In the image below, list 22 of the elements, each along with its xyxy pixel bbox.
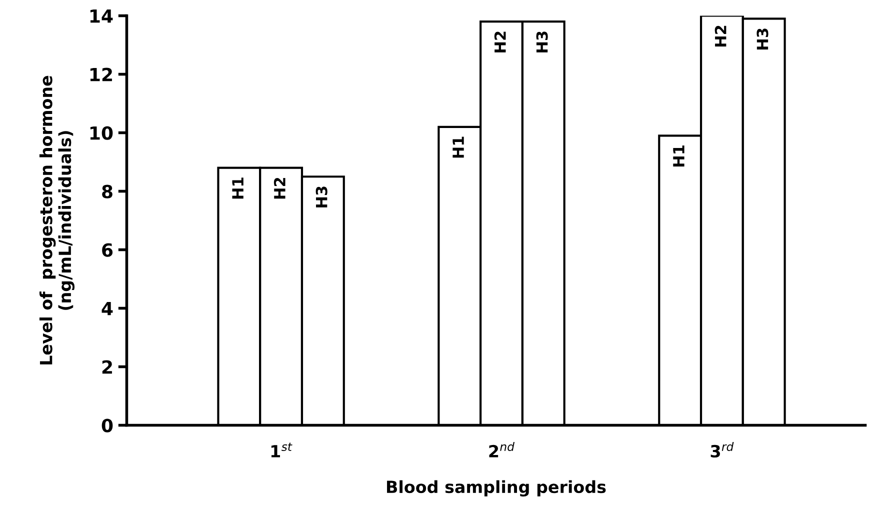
text: H2 <box>714 26 726 47</box>
text: H3 <box>316 186 328 208</box>
text: H1 <box>673 146 684 166</box>
text: H3 <box>756 28 768 50</box>
y-tick-label: 2 <box>102 360 112 374</box>
series-label: H1 <box>452 136 464 158</box>
y-tick-label: 10 <box>90 126 113 140</box>
y-axis-title: Level of progesteron hormone (ng/mL/individuals) <box>39 76 75 364</box>
y-tick-label: 14 <box>90 9 113 23</box>
x-tick-label: 2$^{nd}$ <box>489 442 515 458</box>
series-label: H3 <box>536 32 548 52</box>
text: H2 <box>494 32 506 52</box>
x-tick-label: 1$^{st}$ <box>271 442 292 458</box>
y-tick-label: 8 <box>102 184 112 198</box>
y-tick-label: 4 <box>102 302 113 316</box>
text: H1 <box>232 178 244 199</box>
y-tick-label: 12 <box>90 68 112 82</box>
x-tick-label: 3$^{rd}$ <box>710 442 734 458</box>
y-tick-label: 0 <box>102 418 113 432</box>
series-label: H2 <box>274 178 286 199</box>
x-axis-title: Blood sampling periods <box>387 480 606 497</box>
y-tick-label: 6 <box>102 243 113 257</box>
